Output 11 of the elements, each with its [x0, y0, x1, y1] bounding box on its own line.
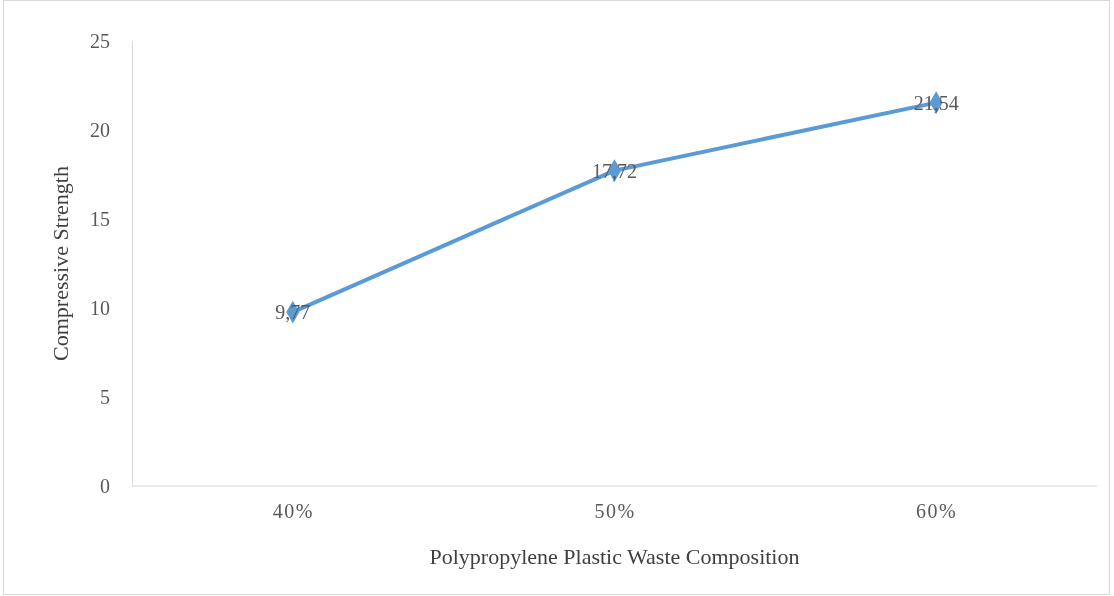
- y-tick-label: 0: [100, 474, 110, 497]
- y-axis-title: Compressive Strength: [48, 166, 73, 361]
- y-tick-label: 15: [90, 207, 110, 230]
- x-tick-label: 50%: [594, 500, 636, 523]
- y-tick-label: 25: [90, 29, 110, 52]
- y-tick-label: 10: [90, 296, 110, 319]
- y-tick-label: 20: [90, 118, 110, 141]
- x-axis-title: Polypropylene Plastic Waste Composition: [429, 544, 800, 569]
- x-tick-label: 60%: [916, 500, 958, 523]
- x-tick-label: 40%: [272, 500, 314, 523]
- y-tick-label: 5: [100, 385, 110, 408]
